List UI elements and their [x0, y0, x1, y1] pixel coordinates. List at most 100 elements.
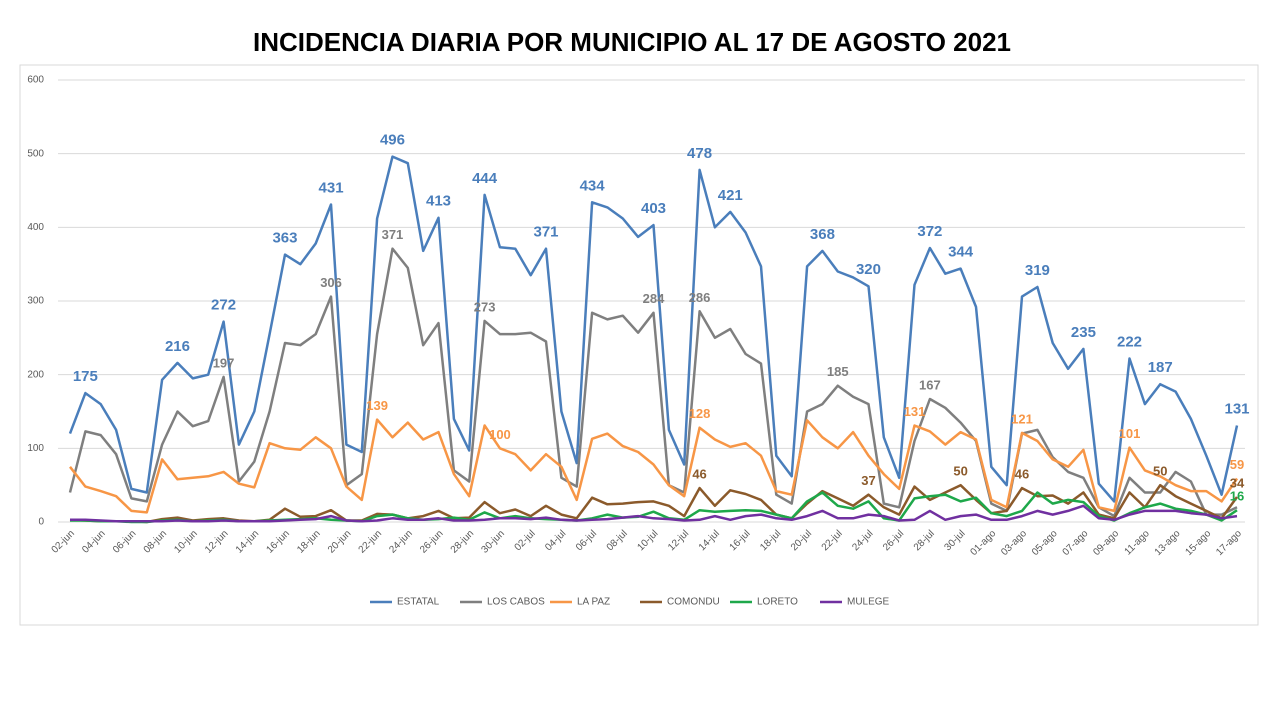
- series-line: [68, 155, 1239, 503]
- data-label: 131: [904, 404, 926, 419]
- data-label: 371: [382, 227, 404, 242]
- x-tick-label: 06-jul: [574, 528, 599, 553]
- x-tick-label: 09-ago: [1091, 528, 1121, 558]
- x-tick-label: 01-ago: [969, 528, 999, 558]
- x-tick-label: 17-ago: [1214, 528, 1244, 558]
- data-label: 50: [1153, 464, 1167, 479]
- chart-title: INCIDENCIA DIARIA POR MUNICIPIO AL 17 DE…: [253, 27, 1011, 57]
- series-line: [69, 483, 1239, 524]
- x-tick-label: 10-jul: [635, 528, 660, 553]
- data-label: 175: [73, 368, 98, 385]
- data-label: 421: [718, 187, 743, 204]
- data-label: 272: [211, 297, 236, 314]
- data-label: 403: [641, 200, 666, 217]
- x-tick-label: 02-jun: [50, 528, 77, 555]
- x-tick-label: 20-jul: [789, 528, 814, 553]
- data-label: 371: [533, 224, 558, 241]
- x-tick-label: 16-jul: [728, 528, 753, 553]
- legend-label: ESTATAL: [397, 597, 440, 608]
- data-label: 216: [165, 338, 190, 355]
- legend-label: LORETO: [757, 597, 798, 608]
- data-label: 363: [272, 230, 297, 247]
- data-label: 50: [953, 464, 967, 479]
- x-tick-label: 22-jun: [357, 528, 384, 555]
- data-label: 197: [213, 355, 235, 370]
- x-tick-label: 12-jun: [203, 528, 230, 555]
- y-tick-label: 0: [38, 517, 44, 528]
- x-tick-label: 24-jun: [387, 528, 414, 555]
- x-tick-label: 02-jul: [513, 528, 538, 553]
- x-tick-label: 30-jun: [479, 528, 506, 555]
- data-label: 444: [472, 170, 498, 187]
- data-label: 37: [861, 473, 875, 488]
- x-tick-label: 04-jun: [80, 528, 107, 555]
- y-tick-label: 600: [27, 75, 44, 86]
- data-label: 128: [689, 406, 711, 421]
- data-label: 431: [319, 179, 344, 196]
- x-tick-label: 11-ago: [1123, 528, 1153, 558]
- x-tick-label: 28-jul: [912, 528, 937, 553]
- data-label: 478: [687, 145, 712, 162]
- legend-label: LOS CABOS: [487, 597, 545, 608]
- data-label: 16: [1230, 489, 1244, 504]
- series-line: [70, 504, 1238, 523]
- data-label: 59: [1230, 457, 1244, 472]
- data-label: 46: [692, 467, 706, 482]
- data-label: 496: [380, 132, 405, 149]
- data-label: 273: [474, 299, 496, 314]
- x-tick-label: 30-jul: [943, 528, 968, 553]
- x-tick-label: 12-jul: [666, 528, 691, 553]
- y-tick-label: 100: [27, 443, 44, 454]
- series-line: [69, 418, 1239, 514]
- data-label: 434: [580, 177, 606, 194]
- data-label: 222: [1117, 333, 1142, 350]
- data-label: 306: [320, 275, 342, 290]
- data-label: 320: [856, 261, 881, 278]
- data-label: 100: [489, 427, 511, 442]
- y-tick-label: 200: [27, 369, 44, 380]
- x-tick-label: 03-ago: [999, 528, 1029, 558]
- data-label: 139: [366, 398, 388, 413]
- x-tick-label: 07-ago: [1061, 528, 1091, 558]
- data-label: 46: [1015, 467, 1029, 482]
- x-tick-label: 05-ago: [1030, 528, 1060, 558]
- x-tick-label: 18-jul: [758, 528, 783, 553]
- data-label: 372: [917, 223, 942, 240]
- x-tick-label: 06-jun: [111, 528, 138, 555]
- data-label: 131: [1224, 400, 1249, 417]
- x-tick-label: 28-jun: [449, 528, 476, 555]
- x-tick-label: 14-jun: [234, 528, 261, 555]
- y-tick-label: 300: [27, 296, 44, 307]
- data-label: 121: [1011, 411, 1033, 426]
- data-label: 284: [643, 291, 665, 306]
- chart-frame: [19, 64, 1259, 626]
- x-tick-label: 18-jun: [295, 528, 322, 555]
- y-tick-label: 500: [27, 148, 44, 159]
- x-tick-label: 26-jul: [881, 528, 906, 553]
- data-label: 167: [919, 377, 941, 392]
- legend-label: LA PAZ: [577, 597, 610, 608]
- data-label: 368: [810, 226, 835, 243]
- x-tick-label: 22-jul: [820, 528, 845, 553]
- legend-label: MULEGE: [847, 597, 890, 608]
- data-label: 344: [948, 244, 974, 261]
- x-tick-label: 15-ago: [1183, 528, 1213, 558]
- x-tick-label: 16-jun: [265, 528, 292, 555]
- x-tick-label: 08-jul: [605, 528, 630, 553]
- data-label: 413: [426, 193, 451, 210]
- legend-label: COMONDU: [667, 597, 720, 608]
- data-label: 185: [827, 364, 849, 379]
- x-tick-label: 14-jul: [697, 528, 722, 553]
- x-tick-label: 24-jul: [850, 528, 875, 553]
- series-line: [68, 247, 1238, 518]
- data-label: 34: [1230, 475, 1245, 490]
- x-tick-label: 13-ago: [1153, 528, 1183, 558]
- data-label: 187: [1148, 359, 1173, 376]
- y-tick-label: 400: [27, 222, 44, 233]
- x-tick-label: 08-jun: [142, 528, 169, 555]
- x-tick-label: 04-jul: [543, 528, 568, 553]
- data-label: 319: [1025, 262, 1050, 279]
- x-tick-label: 26-jun: [418, 528, 445, 555]
- x-tick-label: 10-jun: [172, 528, 199, 555]
